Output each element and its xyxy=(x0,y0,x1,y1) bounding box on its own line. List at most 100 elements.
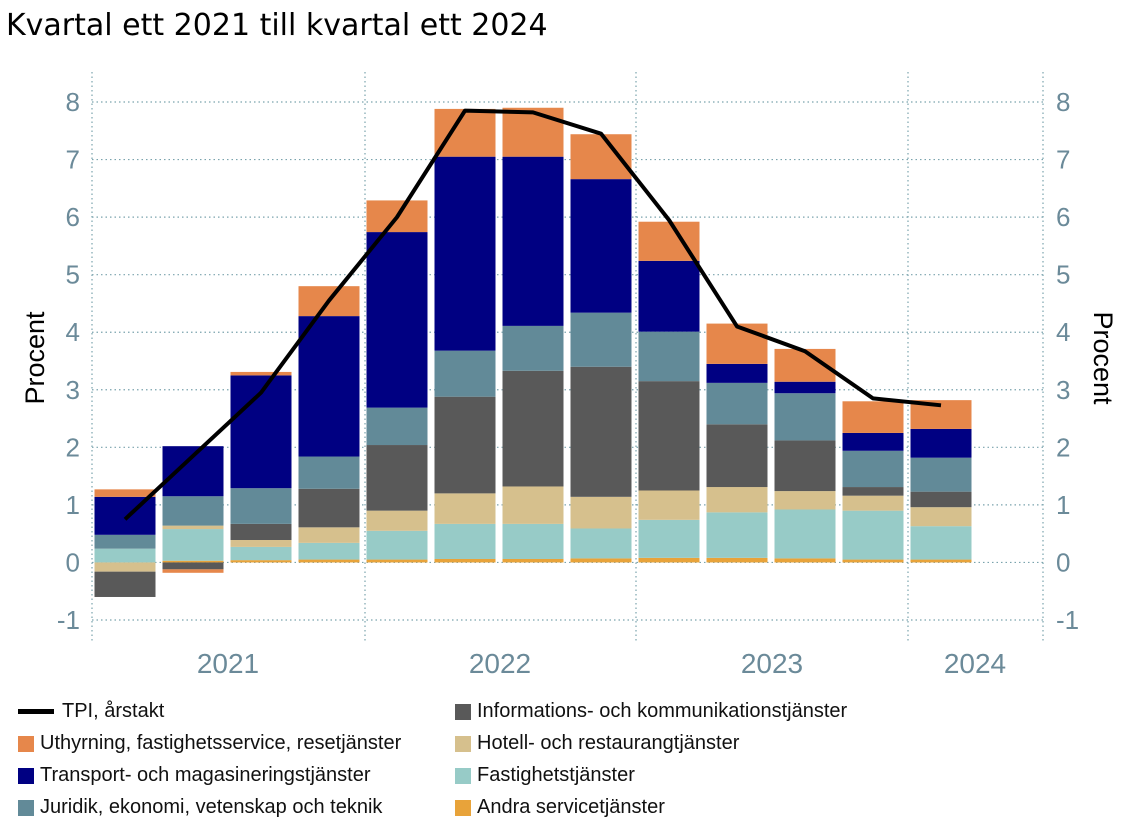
bar-layer xyxy=(94,107,972,597)
bar-segment xyxy=(706,363,768,383)
y-tick-label-left: 4 xyxy=(66,317,80,347)
bar-segment xyxy=(570,558,632,563)
bar-segment xyxy=(434,156,496,351)
bar-segment xyxy=(162,569,224,573)
tpi-line xyxy=(123,108,942,521)
bar-segment xyxy=(502,486,564,524)
bar-segment xyxy=(94,562,156,572)
y-tick-label-left: 8 xyxy=(66,87,80,117)
bar-segment xyxy=(366,510,428,531)
bar-segment xyxy=(842,487,904,496)
bar-segment xyxy=(298,559,360,563)
y-tick-label-left: 7 xyxy=(66,145,80,175)
bar-segment xyxy=(94,534,156,549)
bar-segment xyxy=(162,525,224,530)
legend-swatch xyxy=(455,767,471,784)
bar-segment xyxy=(502,156,564,326)
y-tick-label-left: 0 xyxy=(66,547,80,577)
legend-item: Andra servicetjänster xyxy=(455,796,665,819)
bar-segment xyxy=(910,428,972,458)
y-tick-label-left: 5 xyxy=(66,260,80,290)
bar-segment xyxy=(94,496,156,535)
bar-segment xyxy=(910,507,972,527)
legend-label: Hotell- och restaurangtjänster xyxy=(477,732,740,754)
bar-segment xyxy=(298,542,360,560)
bar-segment xyxy=(910,559,972,563)
x-year-label: 2023 xyxy=(741,648,803,679)
y-tick-label-right: 4 xyxy=(1056,317,1070,347)
bar-segment xyxy=(638,260,700,332)
y-tick-label-right: 8 xyxy=(1056,87,1070,117)
y-tick-label-left: -1 xyxy=(57,605,80,635)
bar-segment xyxy=(298,488,360,528)
bar-segment xyxy=(706,323,768,364)
bar-segment xyxy=(434,108,496,157)
y-tick-label-left: 2 xyxy=(66,432,80,462)
chart-title: Kvartal ett 2021 till kvartal ett 2024 xyxy=(6,8,548,43)
bar-segment xyxy=(502,523,564,559)
y-tick-label-right: 6 xyxy=(1056,202,1070,232)
bar-segment xyxy=(638,519,700,558)
legend-swatch xyxy=(18,709,54,714)
legend-item: Transport- och magasineringstjänster xyxy=(18,764,371,787)
bar-segment xyxy=(230,488,292,524)
bar-segment xyxy=(842,432,904,451)
y-tick-label-left: 1 xyxy=(66,490,80,520)
bar-segment xyxy=(230,560,292,563)
legend-item: Juridik, ekonomi, vetenskap och teknik xyxy=(18,796,382,819)
bar-segment xyxy=(94,571,156,597)
bar-segment xyxy=(434,493,496,524)
bar-segment xyxy=(910,457,972,492)
legend-item: TPI, årstakt xyxy=(18,700,164,723)
legend: TPI, årstakt Uthyrning, fastighetsservice… xyxy=(18,700,1118,830)
bar-segment xyxy=(230,546,292,561)
bar-segment xyxy=(774,440,836,492)
bar-segment xyxy=(842,559,904,563)
legend-swatch xyxy=(455,799,471,816)
legend-item: Informations- och kommunikationstjänster xyxy=(455,700,847,723)
legend-swatch xyxy=(455,735,471,752)
bar-segment xyxy=(502,370,564,487)
bar-segment xyxy=(910,491,972,508)
bar-segment xyxy=(570,528,632,559)
x-year-label: 2024 xyxy=(944,648,1006,679)
bar-segment xyxy=(706,557,768,563)
bar-segment xyxy=(434,350,496,397)
legend-label: TPI, årstakt xyxy=(62,700,165,722)
bar-segment xyxy=(570,496,632,529)
bar-segment xyxy=(706,487,768,513)
bar-segment xyxy=(162,496,224,526)
legend-label: Transport- och magasineringstjänster xyxy=(40,764,371,786)
y-tick-label-right: 0 xyxy=(1056,547,1070,577)
bar-segment xyxy=(162,562,224,570)
legend-label: Andra servicetjänster xyxy=(477,796,665,818)
x-year-label: 2021 xyxy=(197,648,259,679)
bar-segment xyxy=(94,548,156,563)
bar-segment xyxy=(502,107,564,157)
x-year-labels: 2021 2022 2023 2024 xyxy=(197,648,1006,679)
bar-segment xyxy=(570,179,632,313)
bar-segment xyxy=(570,312,632,367)
y-axis-label-right: Procent xyxy=(1088,311,1118,405)
bar-segment xyxy=(706,424,768,488)
bar-segment xyxy=(842,450,904,488)
bar-segment xyxy=(774,491,836,510)
bar-segment xyxy=(366,407,428,446)
legend-label: Uthyrning, fastighetsservice, resetjänst… xyxy=(40,732,402,754)
bar-segment xyxy=(842,510,904,560)
y-tick-label-right: 7 xyxy=(1056,145,1070,175)
bar-segment xyxy=(298,316,360,457)
legend-swatch xyxy=(18,799,34,816)
bar-segment xyxy=(94,489,156,497)
y-tick-label-left: 6 xyxy=(66,202,80,232)
x-year-label: 2022 xyxy=(469,648,531,679)
chart-plot: -1 -10 01 12 23 34 45 56 67 78 8 2021 2022 2023 2024 … xyxy=(20,72,1118,679)
bar-segment xyxy=(706,512,768,558)
y-tick-label-right: 5 xyxy=(1056,260,1070,290)
bar-segment xyxy=(570,366,632,497)
bar-segment xyxy=(570,134,632,180)
y-axis-label-left: Procent xyxy=(20,311,50,405)
legend-swatch xyxy=(18,767,34,784)
y-tick-label-right: -1 xyxy=(1056,605,1079,635)
bar-segment xyxy=(638,490,700,520)
